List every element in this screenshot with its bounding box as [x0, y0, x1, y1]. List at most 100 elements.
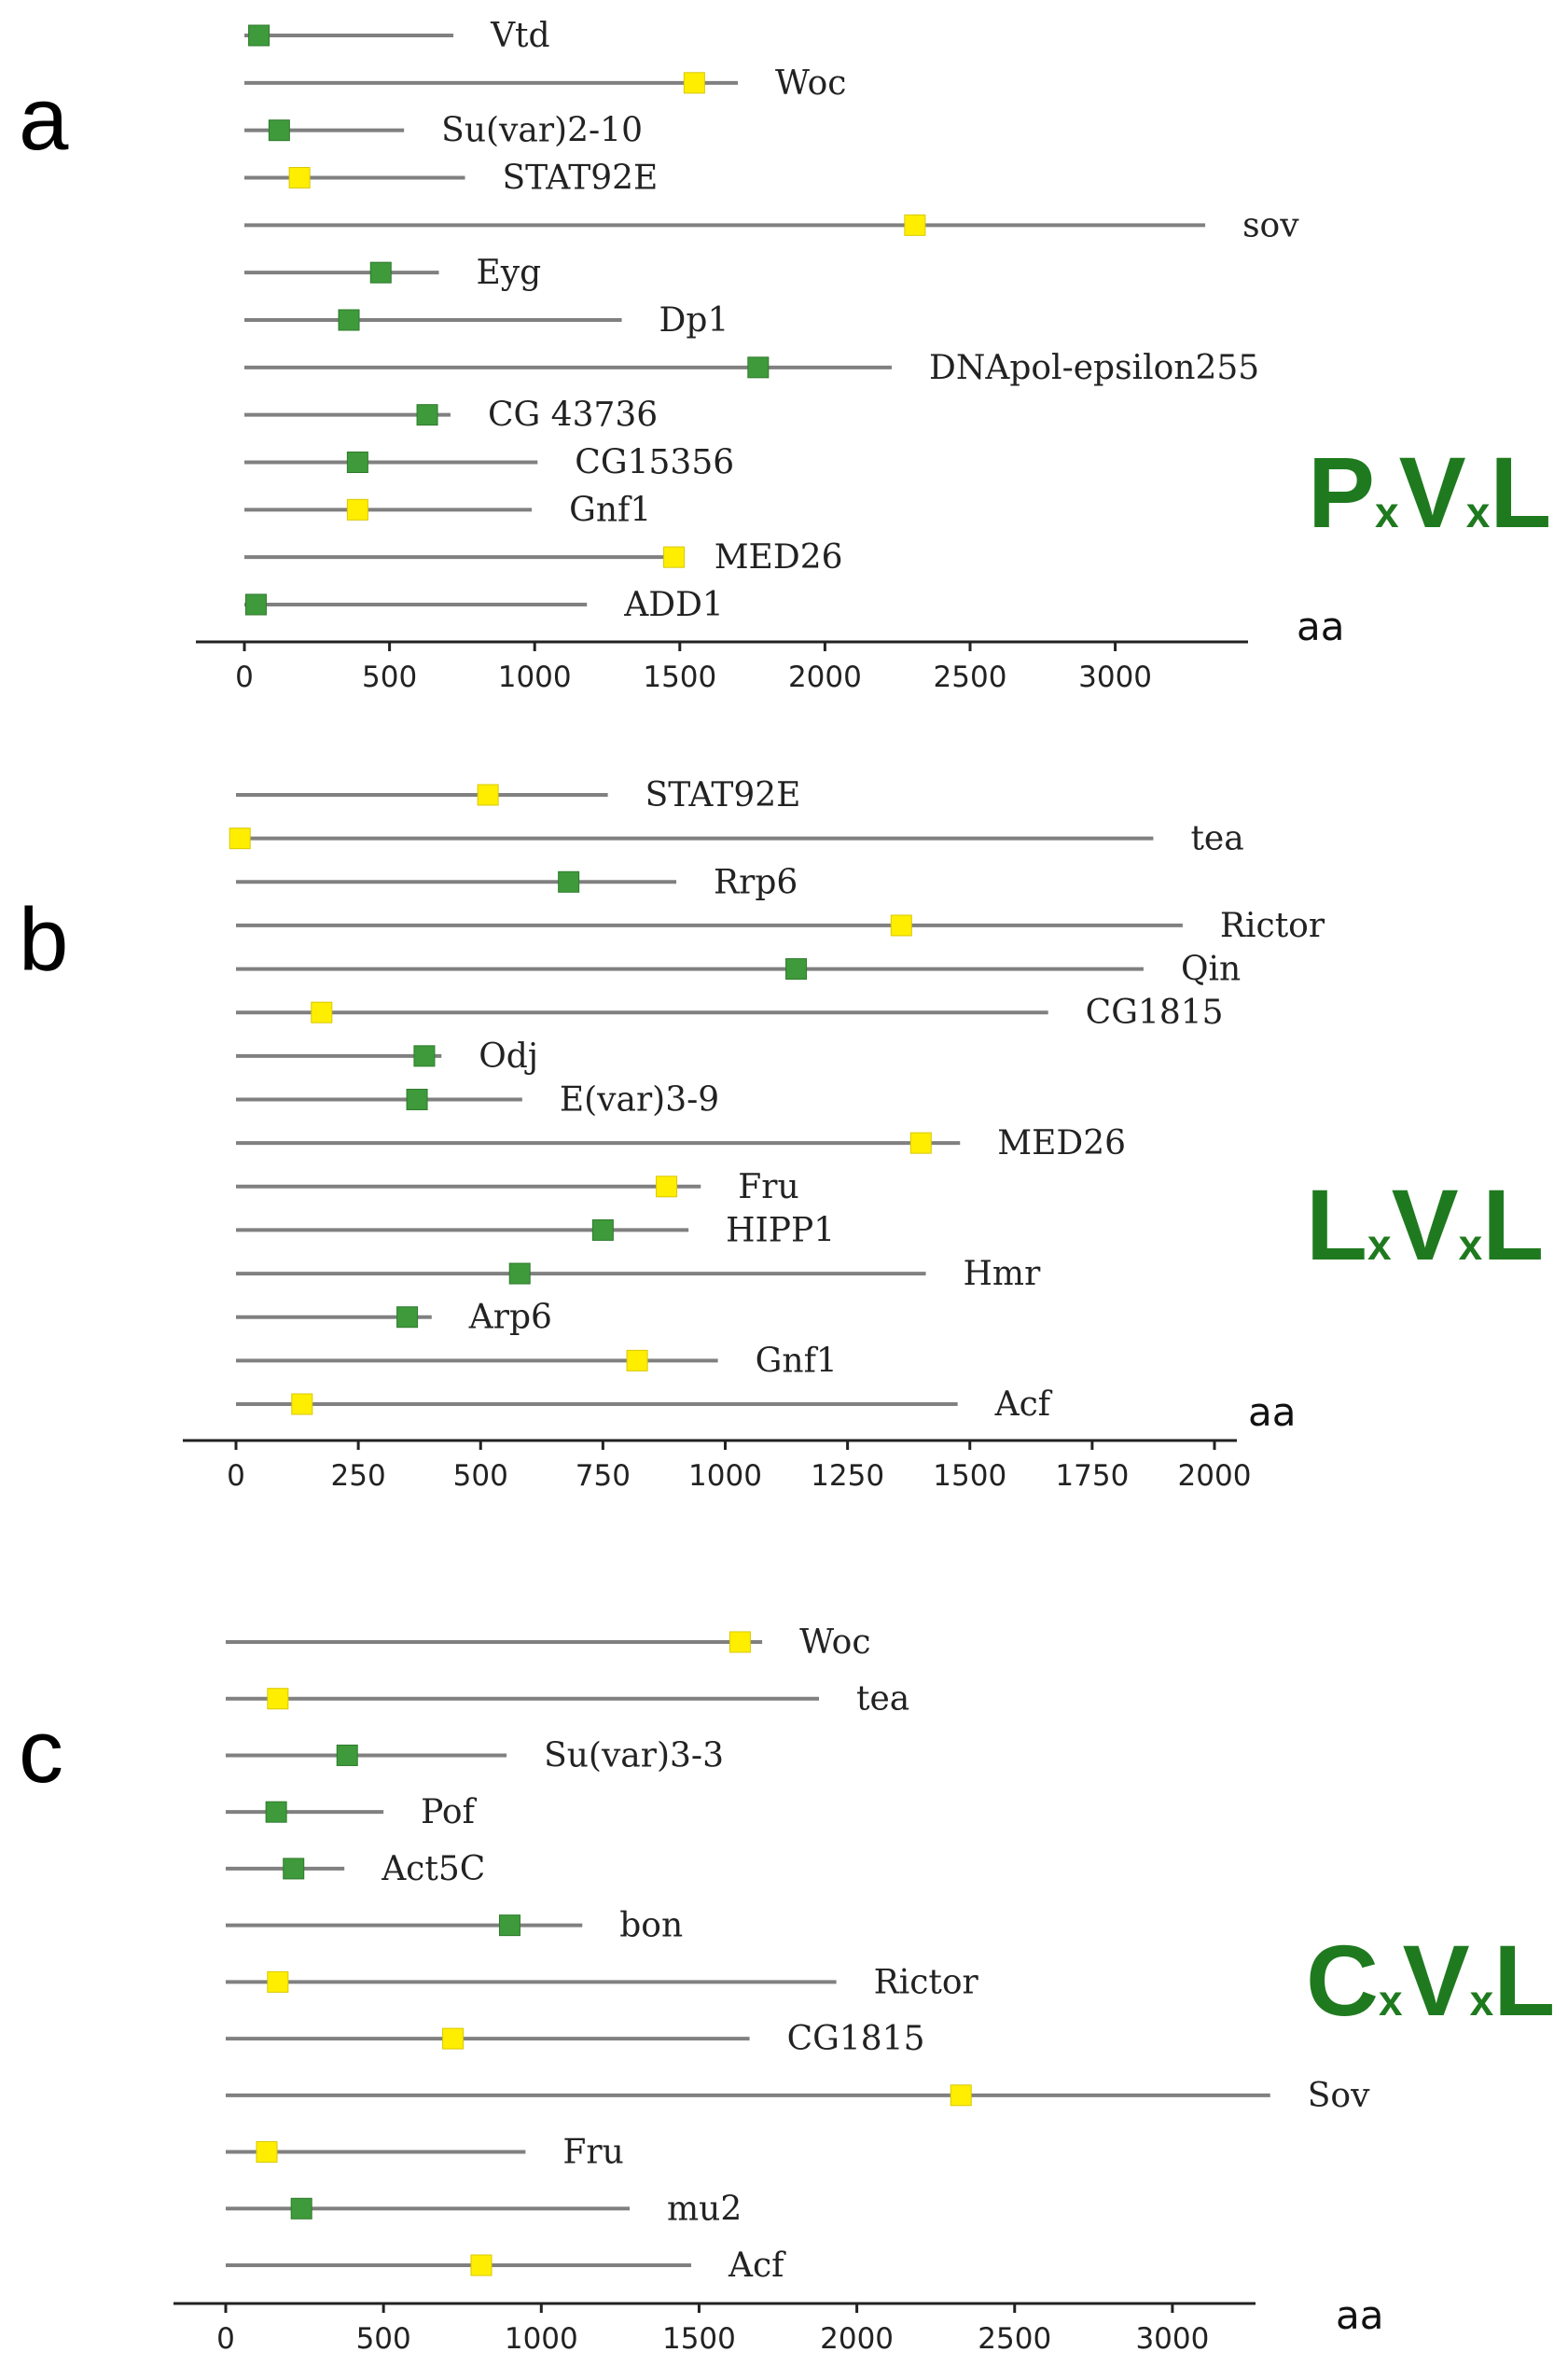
- protein-row: CG1815: [226, 2020, 924, 2058]
- x-tick-label: 3000: [1135, 2322, 1209, 2356]
- protein-label: CG1815: [787, 2020, 925, 2058]
- panel-b: b STAT92E tea Rrp6 Rictor Qin CG1815 Odj E(var)3…: [19, 776, 1544, 1493]
- protein-row: HIPP1: [236, 1211, 835, 1249]
- motif-marker: [338, 309, 360, 331]
- protein-label: CG1815: [1086, 994, 1224, 1032]
- protein-label: Woc: [799, 1623, 870, 1662]
- protein-row: MED26: [244, 538, 843, 577]
- x-axis: 0 250 500 750 1000 1250 1500 1750 2000: [183, 1439, 1251, 1493]
- motif-marker: [477, 784, 499, 806]
- motif-separator: x: [1470, 1976, 1494, 2025]
- protein-label: ADD1: [623, 586, 724, 624]
- protein-row: STAT92E: [236, 776, 800, 814]
- protein-label: Acf: [728, 2247, 786, 2285]
- motif-residue: V: [1392, 1168, 1459, 1281]
- protein-row: E(var)3-9: [236, 1081, 719, 1120]
- x-axis-label: aa: [1297, 604, 1344, 649]
- motif-marker: [663, 546, 686, 568]
- x-tick-label: 1750: [1055, 1459, 1129, 1493]
- protein-label: Woc: [775, 64, 846, 103]
- x-tick-label: 250: [331, 1459, 386, 1493]
- motif-marker: [265, 1801, 287, 1823]
- protein-label: Su(var)2-10: [441, 112, 643, 150]
- motif-marker: [904, 214, 926, 236]
- x-tick-label: 2000: [820, 2322, 894, 2356]
- protein-label: Qin: [1181, 951, 1241, 989]
- protein-label: bon: [619, 1907, 683, 1945]
- protein-row: Eyg: [244, 254, 541, 292]
- motif-marker: [626, 1349, 648, 1371]
- motif-residue: L: [1306, 1168, 1367, 1281]
- x-axis-label: aa: [1336, 2292, 1383, 2338]
- motif-marker: [950, 2084, 972, 2107]
- protein-row: Woc: [244, 64, 846, 103]
- protein-label: Odj: [479, 1037, 538, 1076]
- motif-separator: x: [1379, 1976, 1403, 2025]
- protein-row: Pof: [226, 1793, 478, 1831]
- x-tick-label: 1500: [643, 661, 716, 694]
- motif-marker: [336, 1744, 358, 1766]
- motif-separator: x: [1459, 1220, 1483, 1269]
- protein-label: Hmr: [964, 1255, 1042, 1293]
- motif-marker: [267, 1688, 289, 1710]
- motif-marker: [747, 356, 770, 379]
- protein-row: Vtd: [244, 17, 550, 55]
- protein-row: bon: [226, 1907, 683, 1945]
- protein-row: mu2: [226, 2190, 742, 2228]
- x-tick-label: 750: [576, 1459, 631, 1493]
- panel-a: a Vtd Woc Su(var)2-10 STAT92E sov Eyg Dp1 DNApol…: [19, 17, 1551, 694]
- protein-row: Hmr: [236, 1255, 1041, 1293]
- motif-marker: [369, 261, 392, 284]
- motif-marker: [346, 452, 368, 473]
- protein-label: Vtd: [490, 17, 550, 55]
- motif-marker: [244, 593, 267, 616]
- motif-marker: [267, 1970, 289, 1993]
- protein-label: Fru: [562, 2134, 623, 2172]
- x-tick-label: 500: [453, 1459, 508, 1493]
- panel-c: c Woc tea Su(var)3-3 Pof Act5C bon Rictor CG1815…: [19, 1623, 1554, 2356]
- protein-label: Gnf1: [569, 491, 651, 529]
- motif-residue: V: [1399, 436, 1466, 549]
- motif-residue: P: [1308, 436, 1375, 549]
- x-tick-label: 1000: [688, 1459, 762, 1493]
- x-tick-label: 500: [362, 661, 417, 694]
- protein-row: MED26: [236, 1124, 1126, 1162]
- protein-label: Eyg: [477, 254, 542, 292]
- protein-label: E(var)3-9: [560, 1081, 719, 1120]
- motif-marker: [283, 1858, 305, 1880]
- protein-label: Acf: [994, 1385, 1053, 1424]
- protein-label: Rictor: [874, 1963, 979, 2001]
- protein-label: Sov: [1308, 2077, 1370, 2115]
- protein-row: ADD1: [244, 586, 724, 624]
- protein-row: Fru: [236, 1168, 799, 1206]
- protein-row: Acf: [236, 1385, 1053, 1424]
- motif-marker: [268, 119, 290, 142]
- x-tick-label: 1500: [933, 1459, 1006, 1493]
- motif-marker: [470, 2254, 493, 2276]
- x-tick-label: 2500: [934, 661, 1007, 694]
- motif-residue: C: [1306, 1924, 1379, 2037]
- protein-row: CG1815: [236, 994, 1224, 1032]
- x-tick-label: 1000: [498, 661, 572, 694]
- protein-row: Dp1: [244, 301, 728, 340]
- motif-residue: L: [1493, 1924, 1554, 2037]
- x-tick-label: 3000: [1078, 661, 1152, 694]
- motif-marker: [508, 1262, 531, 1285]
- protein-row: Su(var)2-10: [244, 112, 643, 150]
- motif-separator: x: [1466, 488, 1491, 536]
- protein-row: CG 43736: [244, 397, 658, 435]
- motif-separator: x: [1375, 488, 1399, 536]
- x-tick-label: 2500: [978, 2322, 1051, 2356]
- motif-marker: [346, 498, 368, 521]
- x-axis: 0 500 1000 1500 2000 2500 3000: [196, 640, 1248, 694]
- protein-label: tea: [856, 1680, 909, 1719]
- motif-marker: [890, 914, 912, 937]
- protein-row: DNApol-epsilon255: [244, 349, 1259, 387]
- protein-row: Woc: [226, 1623, 871, 1662]
- protein-label: Pof: [421, 1793, 477, 1831]
- panel-letter: a: [19, 69, 69, 169]
- motif-marker: [498, 1914, 520, 1937]
- motif-label: CxVxL: [1306, 1924, 1554, 2037]
- motif-label: LxVxL: [1306, 1168, 1544, 1281]
